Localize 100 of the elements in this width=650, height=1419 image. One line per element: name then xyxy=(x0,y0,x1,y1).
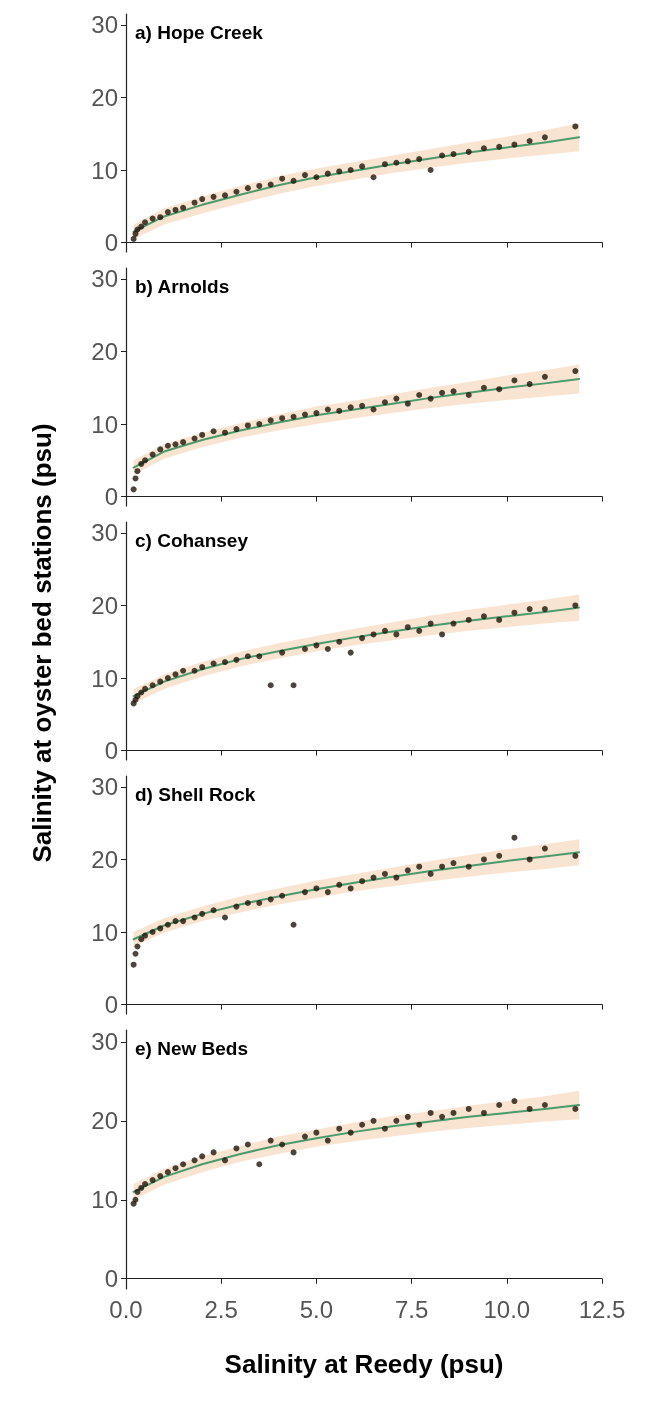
point xyxy=(290,682,297,689)
x-tick-label: 7.5 xyxy=(394,1295,429,1323)
point xyxy=(450,1109,457,1116)
point xyxy=(132,950,139,957)
point xyxy=(450,860,457,867)
point xyxy=(267,682,274,689)
point xyxy=(359,1121,366,1128)
y-tick-label: 0 xyxy=(104,229,118,257)
point xyxy=(393,874,400,881)
y-tick-label: 30 xyxy=(91,265,118,293)
point xyxy=(541,1102,548,1109)
point xyxy=(511,609,518,616)
point xyxy=(313,410,320,417)
point xyxy=(233,188,240,195)
y-tick-label: 10 xyxy=(91,664,118,692)
point xyxy=(359,878,366,885)
point xyxy=(132,475,139,482)
point xyxy=(416,863,423,870)
point xyxy=(370,174,377,181)
point xyxy=(541,373,548,380)
point xyxy=(572,1105,579,1112)
point xyxy=(511,377,518,384)
chart-title: b) Arnolds xyxy=(135,276,230,297)
y-tick-label: 10 xyxy=(91,410,118,438)
point xyxy=(180,667,187,674)
point xyxy=(130,486,137,493)
point xyxy=(427,167,434,173)
y-tick-label: 30 xyxy=(91,773,118,801)
chart-title: d) Shell Rock xyxy=(135,784,256,805)
point xyxy=(279,415,286,422)
point xyxy=(336,881,343,888)
point xyxy=(290,413,297,420)
point xyxy=(404,624,411,631)
point xyxy=(210,660,217,667)
point xyxy=(416,627,423,634)
point xyxy=(256,1161,263,1168)
point xyxy=(347,649,354,656)
point xyxy=(256,421,263,427)
point xyxy=(465,863,472,870)
point xyxy=(381,870,388,877)
x-tick-label: 12.5 xyxy=(578,1295,626,1323)
point xyxy=(149,682,156,689)
point xyxy=(256,653,263,660)
point xyxy=(439,1113,446,1120)
point xyxy=(279,892,286,899)
y-tick-label: 20 xyxy=(91,591,118,619)
point xyxy=(149,1177,156,1184)
point xyxy=(496,852,503,859)
point xyxy=(210,1149,217,1156)
point xyxy=(279,649,286,656)
point xyxy=(222,659,229,666)
point xyxy=(210,907,217,914)
point xyxy=(222,914,229,921)
y-tick-label: 30 xyxy=(91,1028,118,1056)
point xyxy=(157,925,164,932)
point xyxy=(313,174,320,181)
point xyxy=(172,918,179,925)
point xyxy=(450,620,457,627)
point xyxy=(347,1129,354,1136)
point xyxy=(164,1169,171,1176)
chart-title: a) Hope Creek xyxy=(135,22,264,43)
point xyxy=(244,185,251,192)
point xyxy=(439,631,446,638)
point xyxy=(465,1105,472,1112)
point xyxy=(164,921,171,928)
point xyxy=(324,406,331,413)
point xyxy=(324,170,331,177)
point xyxy=(572,602,579,609)
point xyxy=(381,161,388,168)
point xyxy=(511,834,518,841)
point xyxy=(336,1125,343,1132)
point xyxy=(157,1173,164,1180)
point xyxy=(416,391,423,398)
point xyxy=(191,667,198,674)
point xyxy=(138,460,145,467)
point xyxy=(180,439,187,446)
point xyxy=(222,192,229,199)
point xyxy=(142,457,149,464)
point xyxy=(130,961,137,968)
point xyxy=(191,1157,198,1164)
point xyxy=(233,903,240,910)
point xyxy=(233,1145,240,1152)
point xyxy=(381,399,388,406)
line-series xyxy=(132,851,581,941)
point xyxy=(191,435,198,442)
point xyxy=(172,1165,179,1172)
point xyxy=(222,429,229,436)
point xyxy=(572,368,579,375)
point xyxy=(439,152,446,159)
point xyxy=(301,645,308,652)
point xyxy=(210,193,217,200)
point xyxy=(244,899,251,906)
point xyxy=(439,389,446,396)
point xyxy=(256,899,263,906)
x-tick-label: 10.0 xyxy=(483,1295,531,1323)
point xyxy=(157,214,164,221)
point xyxy=(465,616,472,623)
y-tick-label: 0 xyxy=(104,483,118,511)
point xyxy=(134,1188,141,1195)
point xyxy=(393,159,400,166)
